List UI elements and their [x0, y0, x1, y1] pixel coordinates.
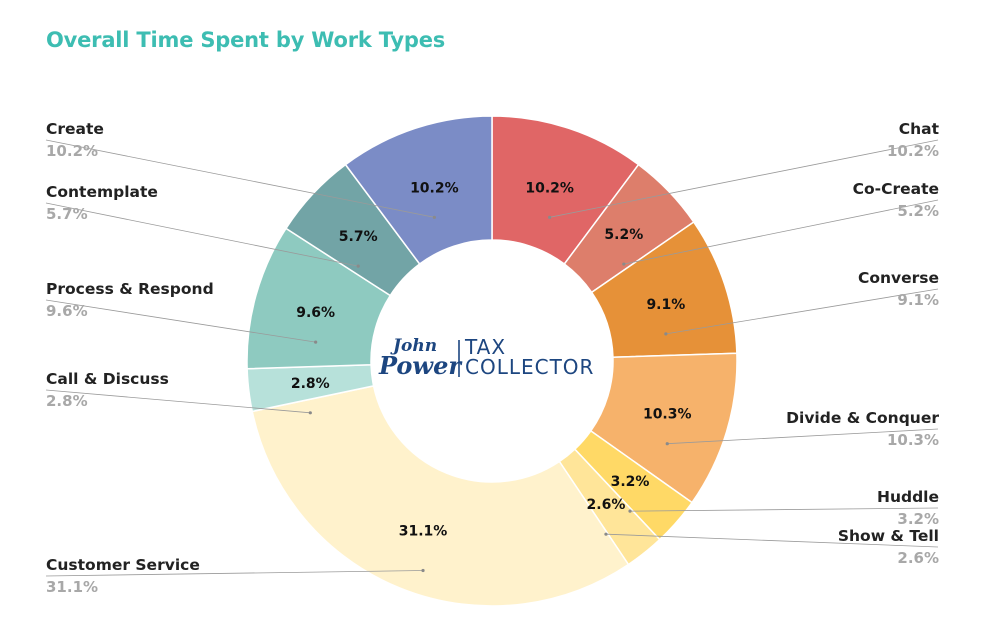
- outer-label-process-and-respond: Process & Respond: [46, 280, 214, 298]
- leader-line-contemplate: [45, 202, 359, 267]
- slice-customer-service: [251, 385, 630, 607]
- inner-label-chat: 10.2%: [525, 180, 574, 196]
- leader-line-huddle: [630, 507, 939, 512]
- leader-dot-contemplate: [356, 264, 360, 268]
- inner-label-show-and-tell: 2.6%: [587, 497, 626, 513]
- outer-percent-divide-and-conquer: 10.3%: [887, 431, 939, 449]
- center-logo: John Power TAX COLLECTOR: [378, 335, 594, 380]
- leader-dot-create: [432, 215, 436, 219]
- outer-labels-group: Chat 10.2% Co-Create 5.2% Converse 9.1% Divide…: [46, 120, 940, 596]
- outer-percent-contemplate: 5.7%: [46, 205, 88, 223]
- outer-label-contemplate: Contemplate: [46, 183, 158, 201]
- leader-line-chat: [549, 139, 939, 218]
- logo-tax-text: TAX: [464, 335, 506, 359]
- outer-label-chat: Chat: [899, 120, 940, 138]
- outer-percent-huddle: 3.2%: [897, 510, 939, 528]
- inner-label-call-and-discuss: 2.8%: [291, 376, 330, 392]
- inner-label-co-create: 5.2%: [604, 227, 643, 243]
- inner-label-customer-service: 31.1%: [399, 524, 448, 540]
- outer-percent-customer-service: 31.1%: [46, 578, 98, 596]
- outer-label-converse: Converse: [858, 269, 939, 287]
- slice-create: [344, 115, 493, 266]
- outer-percent-co-create: 5.2%: [897, 202, 939, 220]
- leader-line-divide-and-conquer: [667, 428, 939, 445]
- inner-labels-group: 10.2% 5.2% 9.1% 10.3% 3.2% 2.6% 31.1% 2.8% 9.6% 5…: [291, 180, 692, 539]
- leader-dot-divide-and-conquer: [665, 442, 669, 446]
- leader-dot-co-create: [622, 262, 626, 266]
- outer-percent-process-and-respond: 9.6%: [46, 302, 88, 320]
- outer-label-show-and-tell: Show & Tell: [838, 527, 939, 545]
- leader-line-show-and-tell: [605, 533, 939, 548]
- leader-dot-call-and-discuss: [308, 411, 312, 415]
- outer-label-create: Create: [46, 120, 104, 138]
- outer-label-call-and-discuss: Call & Discuss: [46, 370, 169, 388]
- leader-dot-show-and-tell: [604, 532, 608, 536]
- outer-percent-converse: 9.1%: [897, 291, 939, 309]
- logo-collector-text: COLLECTOR: [465, 355, 594, 379]
- outer-label-divide-and-conquer: Divide & Conquer: [786, 409, 939, 427]
- outer-percent-show-and-tell: 2.6%: [897, 549, 939, 567]
- leader-lines-group: [45, 139, 939, 577]
- outer-label-co-create: Co-Create: [853, 180, 939, 198]
- inner-label-create: 10.2%: [410, 180, 459, 196]
- inner-label-huddle: 3.2%: [611, 474, 650, 490]
- inner-label-contemplate: 5.7%: [339, 229, 378, 245]
- inner-label-divide-and-conquer: 10.3%: [643, 407, 692, 423]
- leader-line-customer-service: [45, 570, 424, 577]
- inner-label-converse: 9.1%: [646, 297, 685, 313]
- chart-title: Overall Time Spent by Work Types: [46, 28, 446, 52]
- leader-dot-converse: [664, 332, 668, 336]
- leader-line-co-create: [623, 199, 939, 265]
- outer-percent-create: 10.2%: [46, 142, 98, 160]
- leader-dot-customer-service: [421, 568, 425, 573]
- outer-percent-call-and-discuss: 2.8%: [46, 392, 88, 410]
- leader-line-converse: [665, 288, 939, 335]
- logo-power-text: Power: [378, 351, 463, 380]
- leader-line-call-and-discuss: [45, 389, 311, 414]
- outer-percent-chat: 10.2%: [887, 142, 939, 160]
- slices-group: [246, 115, 738, 607]
- outer-label-customer-service: Customer Service: [46, 556, 200, 574]
- leader-dot-huddle: [628, 509, 632, 513]
- leader-line-process-and-respond: [45, 299, 316, 343]
- outer-label-huddle: Huddle: [877, 488, 939, 506]
- leader-dot-chat: [548, 215, 552, 219]
- logo-john-text: John: [390, 336, 437, 356]
- leader-line-create: [45, 139, 435, 218]
- inner-label-process-and-respond: 9.6%: [296, 305, 335, 321]
- leader-dot-process-and-respond: [314, 340, 318, 344]
